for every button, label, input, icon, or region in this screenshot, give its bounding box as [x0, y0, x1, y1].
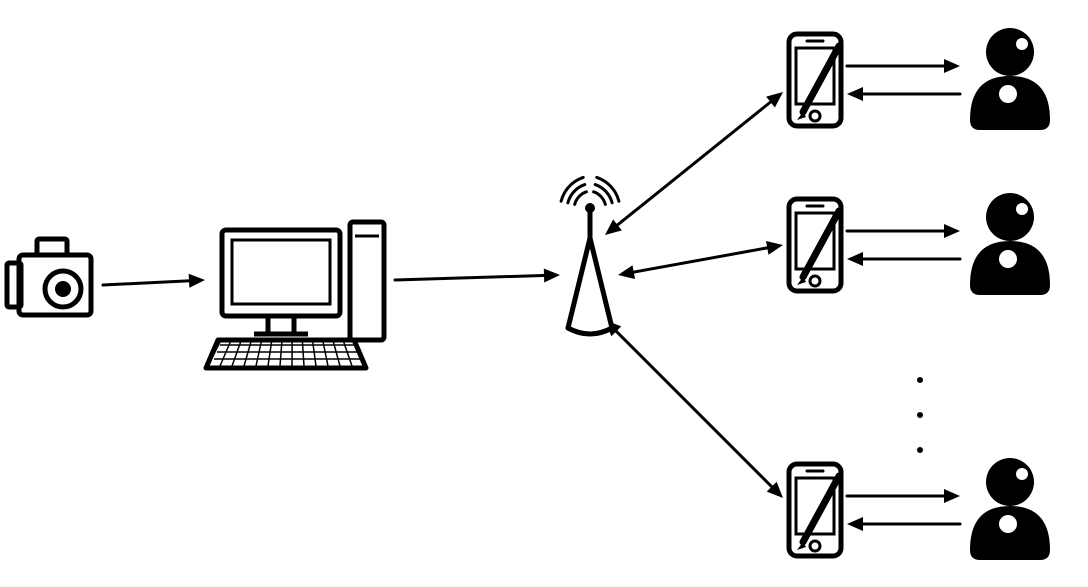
desktop-computer-icon [206, 222, 384, 368]
camera-icon [7, 239, 91, 315]
smartphone-icon [789, 34, 841, 126]
user-icon [970, 28, 1050, 130]
wireless-antenna-icon [561, 177, 619, 334]
smartphone-icon [789, 199, 841, 291]
ellipsis-vertical-icon [917, 377, 923, 453]
smartphone-icon [789, 464, 841, 556]
user-icon [970, 193, 1050, 295]
network-diagram [0, 0, 1088, 587]
user-icon [970, 458, 1050, 560]
